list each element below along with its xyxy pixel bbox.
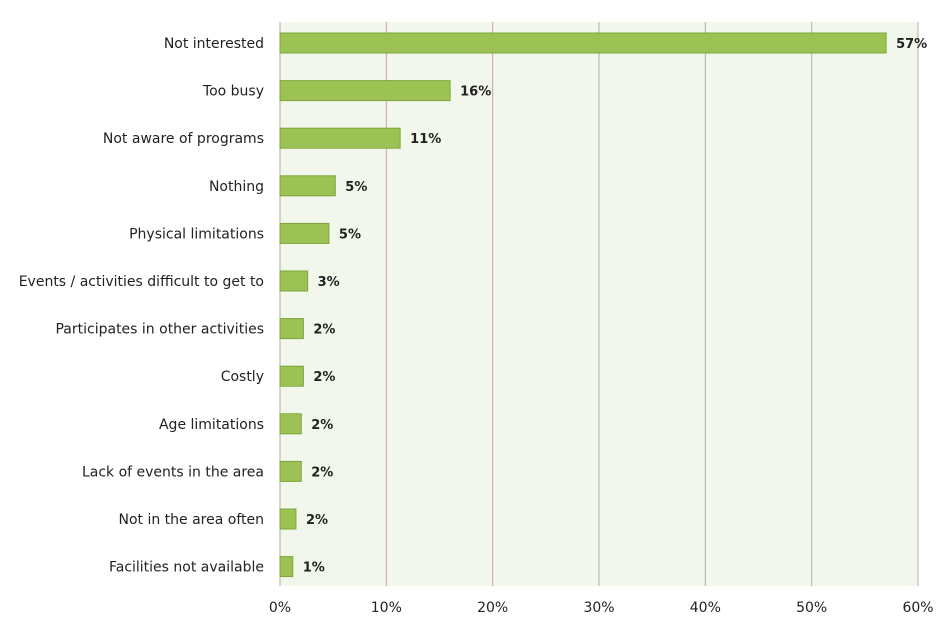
value-label: 2% <box>313 370 335 385</box>
bar <box>279 222 330 244</box>
category-label: Physical limitations <box>129 226 264 242</box>
value-label: 5% <box>345 180 367 195</box>
value-label: 2% <box>313 323 335 338</box>
category-label: Not aware of programs <box>103 131 264 147</box>
x-tick-label: 0% <box>269 600 291 616</box>
value-label: 11% <box>410 132 441 147</box>
x-tick-label: 20% <box>477 600 508 616</box>
value-label: 1% <box>303 561 325 576</box>
bar <box>279 270 309 292</box>
value-label: 5% <box>339 227 361 242</box>
x-tick-label: 40% <box>690 600 721 616</box>
bar <box>279 365 304 387</box>
value-label: 3% <box>318 275 340 290</box>
value-label: 2% <box>311 418 333 433</box>
bar <box>279 32 887 54</box>
x-tick-label: 50% <box>796 600 827 616</box>
value-label: 2% <box>306 513 328 528</box>
bar <box>279 127 401 149</box>
x-tick-label: 60% <box>902 600 933 616</box>
bar <box>279 318 304 340</box>
category-label: Too busy <box>202 84 264 100</box>
bar <box>279 508 297 530</box>
value-label: 57% <box>896 37 927 52</box>
bar <box>279 556 294 578</box>
bar <box>279 413 302 435</box>
x-tick-label: 10% <box>371 600 402 616</box>
category-label: Events / activities difficult to get to <box>19 274 264 290</box>
category-label: Not interested <box>164 36 264 52</box>
bar <box>279 80 451 102</box>
value-label: 2% <box>311 465 333 480</box>
bar <box>279 175 336 197</box>
bar <box>279 460 302 482</box>
category-label: Participates in other activities <box>55 322 264 338</box>
category-label: Nothing <box>209 179 264 195</box>
x-tick-label: 30% <box>583 600 614 616</box>
category-label: Facilities not available <box>109 560 264 576</box>
value-label: 16% <box>460 85 491 100</box>
category-label: Lack of events in the area <box>82 464 264 480</box>
category-label: Age limitations <box>159 417 264 433</box>
category-label: Not in the area often <box>118 512 264 528</box>
category-label: Costly <box>221 369 264 385</box>
